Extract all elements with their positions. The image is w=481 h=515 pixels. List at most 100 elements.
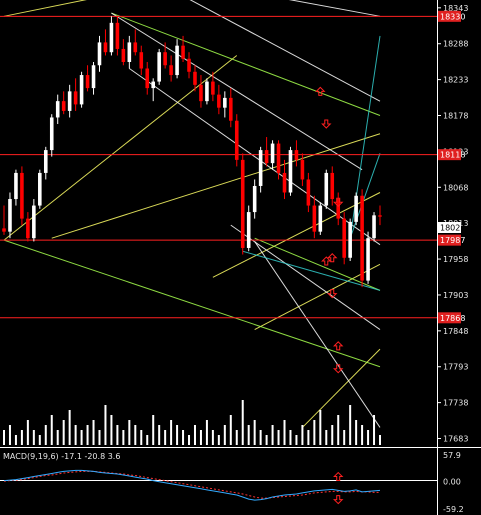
candle-10 (61, 101, 66, 111)
volume-bar-18 (110, 415, 113, 445)
candle-4 (26, 218, 30, 239)
volume-bar-20 (122, 430, 125, 445)
trendline-14 (254, 241, 381, 428)
level-tag-label-3: 17868 (440, 314, 465, 323)
trendline-1 (51, 133, 381, 239)
volume-bar-4 (26, 420, 29, 445)
volume-bar-16 (98, 430, 101, 445)
volume-bar-50 (301, 425, 304, 445)
volume-bar-45 (271, 425, 274, 445)
candle-27 (163, 52, 167, 66)
volume-bar-27 (164, 430, 167, 445)
arrow-down-icon-6 (333, 364, 344, 374)
arrow-up-icon-0 (315, 86, 326, 96)
candle-36 (217, 94, 221, 108)
candle-5 (32, 205, 36, 239)
trendline-9 (111, 12, 363, 171)
macd-tick-2: -59.2 (443, 505, 464, 514)
candle-63 (378, 215, 382, 217)
candle-49 (294, 150, 299, 160)
candle-13 (79, 75, 84, 105)
candle-2 (14, 172, 18, 200)
volume-bar-9 (56, 430, 59, 445)
trendline-10 (288, 0, 381, 17)
current-price-tag: 18023 (438, 222, 465, 233)
candle-60 (360, 195, 364, 281)
candle-62 (372, 215, 376, 239)
candle-17 (103, 42, 108, 53)
volume-bar-19 (116, 425, 119, 445)
candle-14 (85, 75, 90, 89)
candle-7 (43, 150, 48, 173)
volume-bar-58 (349, 405, 352, 445)
candle-22 (133, 42, 138, 53)
level-tag-label-2: 17987 (440, 236, 465, 245)
candle-6 (38, 172, 42, 206)
candle-38 (229, 97, 233, 121)
candle-58 (348, 221, 352, 258)
candle-57 (342, 218, 346, 258)
candle-43 (258, 150, 263, 186)
trendline-3 (212, 192, 381, 278)
signal-arrows (315, 86, 344, 374)
trendline-4 (254, 263, 381, 330)
level-tag-label-1: 18118 (440, 151, 465, 160)
volume-bar-10 (62, 420, 65, 445)
volume-bar-39 (235, 430, 238, 445)
macd-tick-1: 0.00 (443, 478, 461, 487)
candle-23 (139, 52, 144, 69)
volume-bar-11 (68, 410, 71, 445)
price-axis: 1834318288182331817818123180681801317958… (437, 4, 468, 444)
macd-axis: 57.9 0.00 -59.2 (443, 451, 464, 514)
macd-arrow-down-icon-1 (333, 495, 344, 505)
volume-bar-51 (307, 430, 310, 445)
price-tick-0: 18343 (443, 4, 468, 13)
candle-50 (300, 159, 305, 180)
volume-bar-59 (355, 420, 358, 445)
volume-bar-2 (14, 435, 17, 445)
volume-bar-61 (367, 430, 370, 445)
volume-bar-14 (86, 425, 89, 445)
candle-37 (223, 97, 227, 108)
candle-53 (318, 205, 323, 232)
volume-bar-32 (193, 425, 196, 445)
current-price-label: 18023 (440, 224, 465, 233)
candle-19 (115, 22, 120, 49)
volume-bar-28 (170, 420, 173, 445)
arrow-down-icon-2 (333, 197, 344, 207)
candle-12 (73, 91, 78, 105)
trendline-15 (242, 250, 381, 291)
horizontal-levels (0, 15, 437, 319)
candle-39 (234, 120, 239, 160)
candle-32 (193, 71, 197, 85)
volume-bar-42 (253, 420, 256, 445)
trendline-17 (349, 153, 381, 239)
macd-label: MACD(9,19,6) -17.1 -20.8 3.6 (3, 452, 120, 461)
candle-11 (67, 91, 72, 111)
candle-25 (151, 81, 155, 89)
volume-bar-24 (146, 435, 149, 445)
trendline-6 (111, 12, 381, 116)
volume-bar-3 (20, 430, 23, 445)
candle-26 (157, 52, 161, 82)
candle-61 (366, 238, 370, 281)
volume-bar-30 (182, 430, 185, 445)
arrow-up-icon-5 (333, 341, 344, 351)
volume-bar-52 (313, 420, 316, 445)
candle-1 (8, 199, 12, 232)
macd-signal-line (3, 470, 381, 499)
candle-44 (264, 150, 269, 164)
level-tag-0 (438, 10, 461, 22)
trendline-overlays (3, 0, 381, 428)
volume-bar-36 (217, 435, 220, 445)
candle-45 (270, 143, 275, 164)
candle-9 (55, 101, 60, 118)
candle-18 (109, 22, 114, 53)
price-tick-3: 18178 (443, 112, 468, 121)
volume-bar-21 (128, 420, 131, 445)
trendline-13 (189, 0, 381, 102)
candle-59 (354, 195, 358, 222)
volume-bar-35 (211, 430, 214, 445)
